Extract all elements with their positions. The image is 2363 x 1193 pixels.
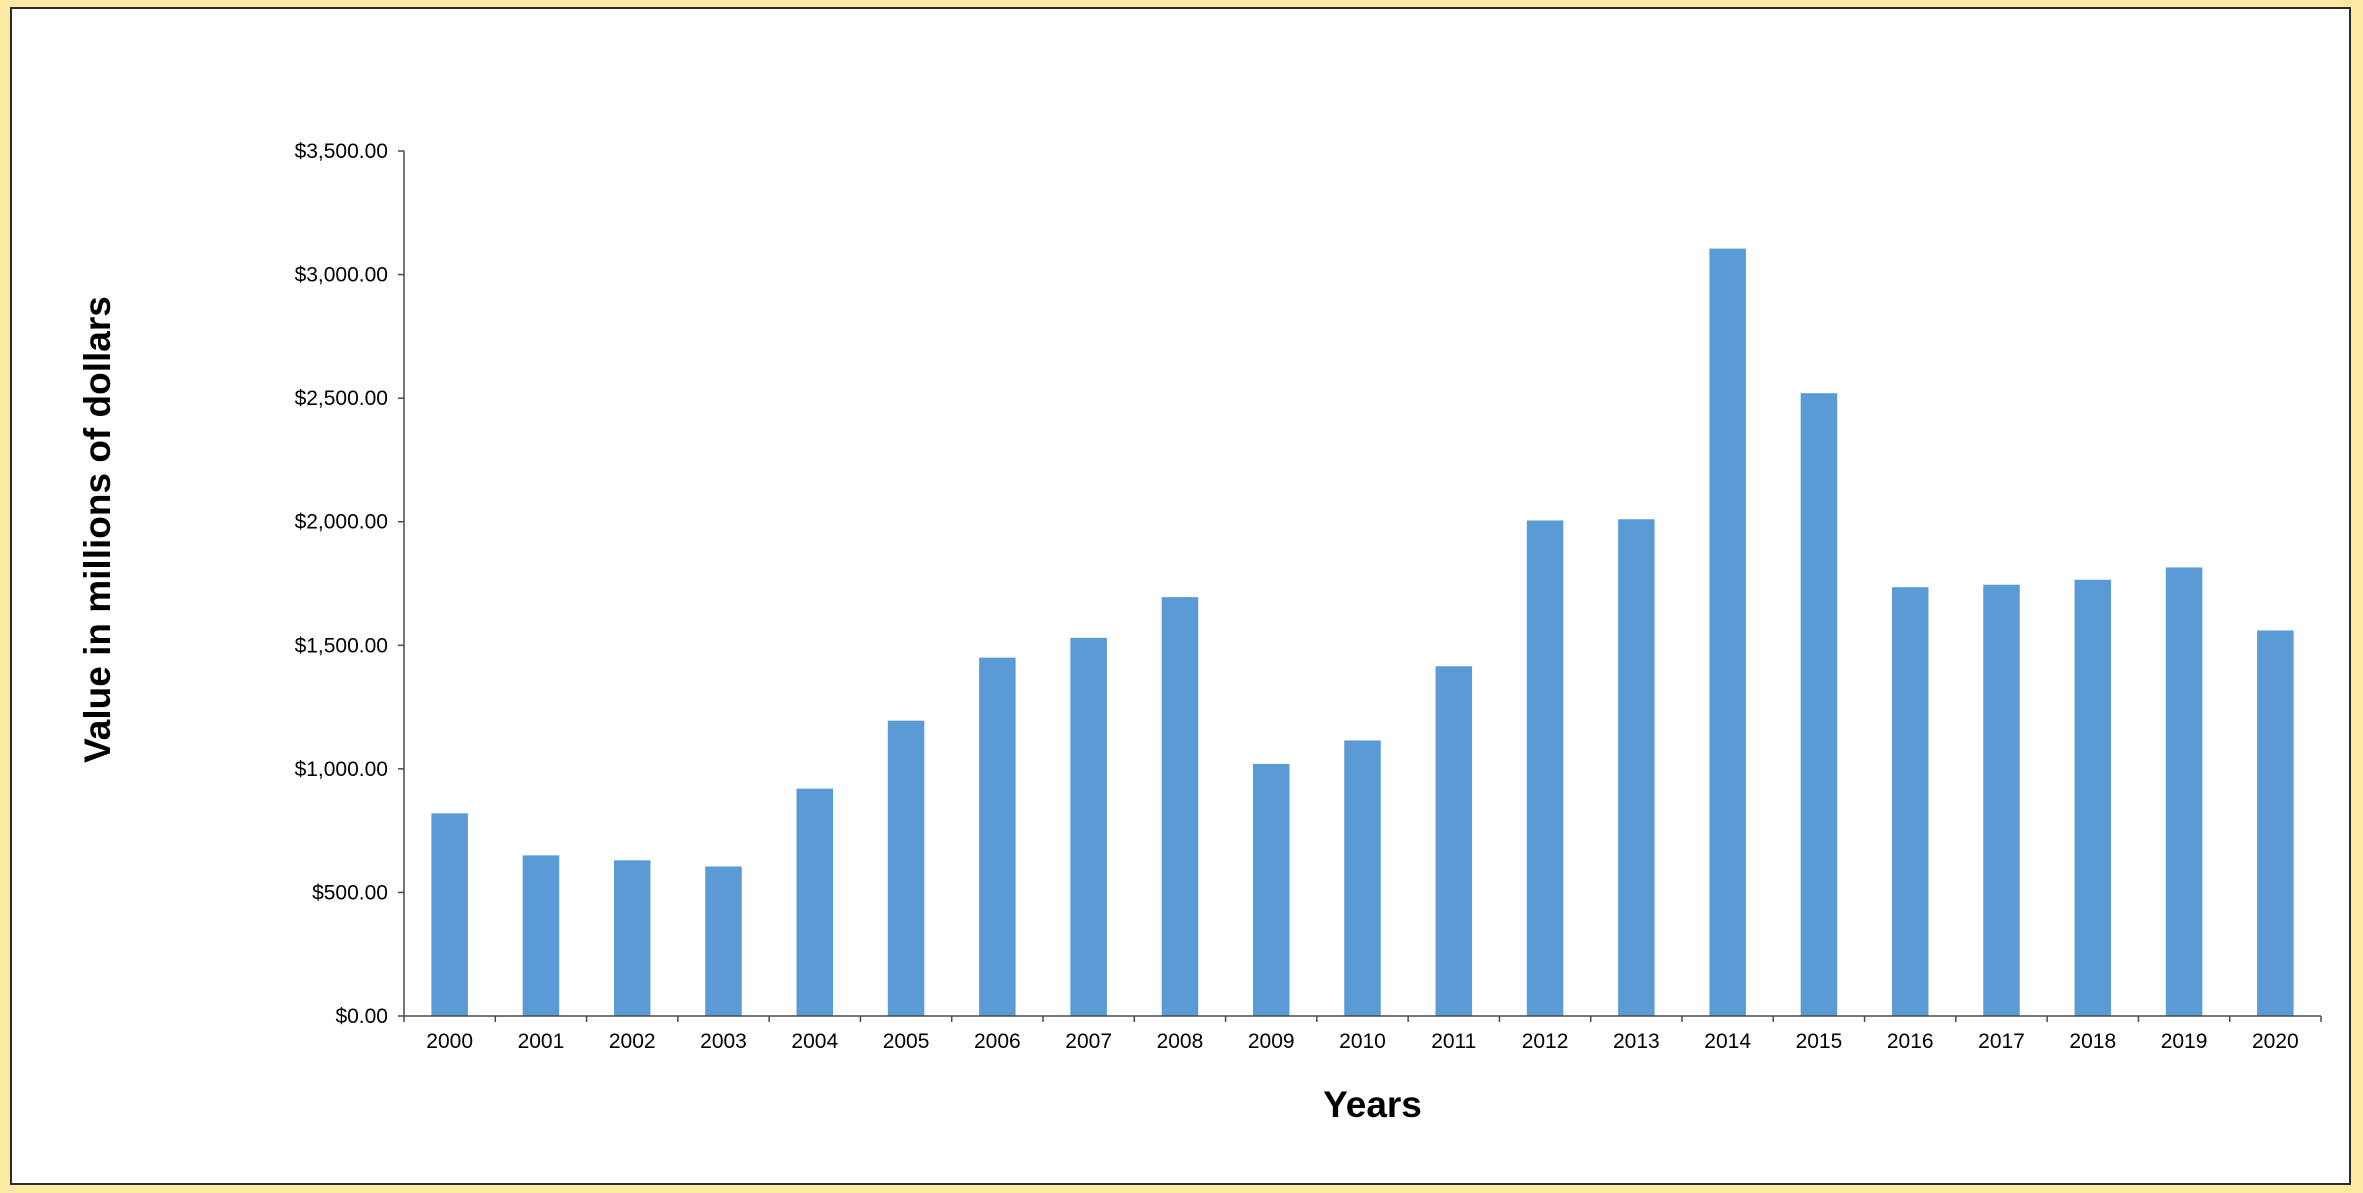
x-tick-label: 2009 — [1248, 1030, 1295, 1053]
y-tick-label: $3,500.00 — [295, 140, 388, 163]
x-tick-label: 2013 — [1613, 1030, 1660, 1053]
x-tick-label: 2017 — [1978, 1030, 2025, 1053]
x-tick-label: 2010 — [1339, 1030, 1386, 1053]
x-tick-label: 2018 — [2069, 1030, 2116, 1053]
bar-2018 — [2074, 579, 2112, 1016]
bar-2002 — [613, 860, 651, 1016]
x-tick-label: 2005 — [883, 1030, 930, 1053]
bar-2010 — [1344, 740, 1381, 1016]
bar-2016 — [1891, 587, 1929, 1016]
bar-2001 — [522, 855, 560, 1016]
x-tick-label: 2015 — [1796, 1030, 1843, 1053]
bar-2014 — [1709, 248, 1746, 1016]
bar-2005 — [887, 720, 925, 1016]
bar-2013 — [1618, 519, 1655, 1016]
y-tick-label: $2,500.00 — [295, 387, 388, 410]
y-axis-title: Value in millions of dollars — [77, 296, 118, 763]
bar-2019 — [2165, 567, 2203, 1016]
bar-2015 — [1800, 393, 1838, 1016]
bar-series — [431, 248, 2294, 1016]
y-tick-label: $0.00 — [335, 1005, 388, 1028]
y-tick-label: $3,000.00 — [295, 264, 388, 287]
x-tick-label: 2016 — [1887, 1030, 1934, 1053]
bar-2003 — [705, 866, 742, 1016]
bar-2009 — [1252, 763, 1290, 1016]
x-tick-label: 2014 — [1704, 1030, 1751, 1053]
y-tick-label: $1,500.00 — [295, 634, 388, 657]
y-axis-ticks: $0.00 $500.00 $1,000.00 $1,500.00 $2,000.00 $… — [295, 140, 404, 1028]
bar-2004 — [796, 788, 834, 1016]
x-tick-label: 2004 — [791, 1030, 838, 1053]
x-tick-label: 2011 — [1431, 1030, 1476, 1053]
y-tick-label: $1,000.00 — [295, 758, 388, 781]
bar-chart: $0.00 $500.00 $1,000.00 $1,500.00 $2,000.00 $… — [77, 140, 2322, 1125]
x-tick-label: 2012 — [1522, 1030, 1569, 1053]
bar-2012 — [1526, 520, 1564, 1016]
bar-2017 — [1983, 584, 2020, 1016]
x-tick-label: 2003 — [700, 1030, 747, 1053]
x-tick-label: 2001 — [518, 1030, 565, 1053]
x-tick-label: 2006 — [974, 1030, 1021, 1053]
x-axis-ticks: 2000 2001 2002 2003 2004 2005 2006 2007 2008 2009… — [403, 1016, 2322, 1053]
bar-2008 — [1161, 597, 1199, 1016]
y-tick-label: $500.00 — [312, 881, 388, 904]
x-tick-label: 2000 — [426, 1030, 473, 1053]
x-tick-label: 2007 — [1065, 1030, 1112, 1053]
bar-2020 — [2257, 630, 2294, 1016]
bar-2006 — [979, 657, 1016, 1016]
y-tick-label: $2,000.00 — [295, 511, 388, 534]
x-tick-label: 2019 — [2161, 1030, 2208, 1053]
x-axis-title: Years — [1323, 1084, 1422, 1125]
bar-2007 — [1070, 637, 1107, 1016]
x-tick-label: 2020 — [2252, 1030, 2299, 1053]
x-tick-label: 2002 — [609, 1030, 656, 1053]
x-tick-label: 2008 — [1157, 1030, 1204, 1053]
chart-panel: $0.00 $500.00 $1,000.00 $1,500.00 $2,000.00 $… — [10, 7, 2351, 1185]
bar-2000 — [431, 813, 468, 1016]
bar-2011 — [1435, 666, 1473, 1016]
